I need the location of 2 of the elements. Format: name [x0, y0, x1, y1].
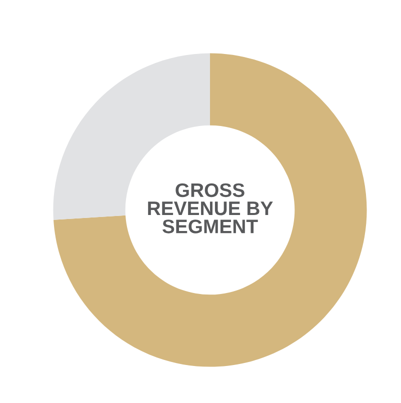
donut-slice	[54, 53, 367, 367]
text: GROSS REVENUE BY SEGMENT	[148, 183, 273, 234]
